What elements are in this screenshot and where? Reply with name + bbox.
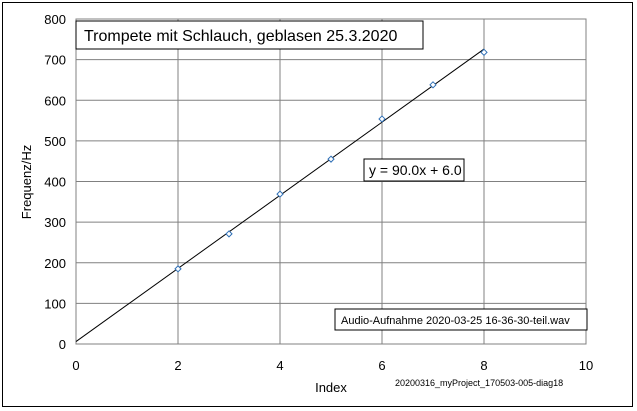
y-axis-label: Frequenz/Hz bbox=[19, 145, 34, 219]
data-point bbox=[225, 230, 233, 238]
chart-frame bbox=[2, 2, 633, 407]
y-tick-label: 100 bbox=[44, 296, 66, 311]
data-point bbox=[429, 81, 437, 89]
x-tick-label: 4 bbox=[276, 358, 283, 373]
x-tick-label: 2 bbox=[174, 358, 181, 373]
data-point bbox=[327, 155, 335, 163]
equation-box: y = 90.0x + 6.0 bbox=[363, 158, 465, 182]
y-tick-label: 200 bbox=[44, 256, 66, 271]
y-tick-label: 600 bbox=[44, 93, 66, 108]
source-file-box: Audio-Aufnahme 2020-03-25 16-36-30-teil.… bbox=[334, 308, 588, 331]
x-tick-label: 8 bbox=[480, 358, 487, 373]
source-file-label: Audio-Aufnahme 2020-03-25 16-36-30-teil.… bbox=[341, 315, 570, 327]
y-tick-labels: 0 100 200 300 400 500 600 700 800 bbox=[44, 12, 66, 352]
y-tick-label: 700 bbox=[44, 53, 66, 68]
x-tick-label: 6 bbox=[378, 358, 385, 373]
x-tick-labels: 0 2 4 6 8 10 bbox=[72, 358, 593, 373]
x-axis-label: Index bbox=[315, 380, 347, 395]
data-point bbox=[480, 48, 488, 57]
diagram-id-label: 20200316_myProject_170503-005-diag18 bbox=[395, 378, 563, 388]
data-point bbox=[174, 265, 182, 273]
title-box: Trompete mit Schlauch, geblasen 25.3.202… bbox=[75, 20, 424, 50]
trendline-equation: y = 90.0x + 6.0 bbox=[369, 162, 462, 178]
data-point bbox=[378, 115, 386, 123]
y-tick-label: 800 bbox=[44, 12, 66, 27]
y-tick-label: 300 bbox=[44, 215, 66, 230]
x-tick-label: 0 bbox=[72, 358, 79, 373]
chart-title: Trompete mit Schlauch, geblasen 25.3.202… bbox=[84, 28, 397, 45]
y-tick-label: 400 bbox=[44, 175, 66, 190]
data-points bbox=[174, 48, 488, 273]
grid bbox=[75, 18, 587, 345]
plot-area-border bbox=[75, 18, 587, 345]
data-point bbox=[276, 190, 284, 198]
x-tick-label: 10 bbox=[579, 358, 593, 373]
y-tick-label: 0 bbox=[59, 337, 66, 352]
y-tick-label: 500 bbox=[44, 134, 66, 149]
